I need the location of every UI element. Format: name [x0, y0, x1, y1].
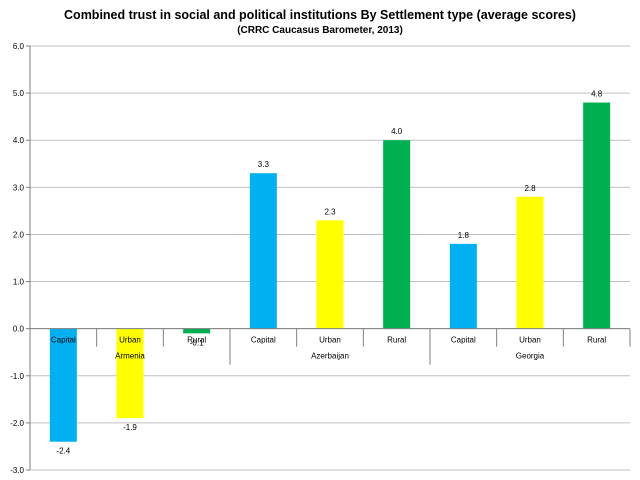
data-label: 4.0: [391, 127, 403, 136]
category-label: Capital: [451, 336, 476, 345]
bar: [249, 173, 277, 329]
category-label: Urban: [119, 336, 141, 345]
y-tick-label: -1.0: [10, 372, 24, 381]
data-label: -1.9: [123, 423, 137, 432]
group-label: Armenia: [115, 352, 145, 361]
category-label: Capital: [51, 336, 76, 345]
category-label: Urban: [519, 336, 541, 345]
category-label: Capital: [251, 336, 276, 345]
bars: [49, 102, 611, 442]
bar: [49, 328, 77, 442]
data-label: 2.8: [524, 184, 536, 193]
category-label: Rural: [587, 336, 606, 345]
y-tick-label: 2.0: [13, 230, 25, 239]
chart-subtitle: (CRRC Caucasus Barometer, 2013): [237, 25, 403, 36]
y-tick-label: 4.0: [13, 136, 25, 145]
data-label: 3.3: [258, 160, 270, 169]
labels: 6.0 5.0 4.0 3.0 2.0 1.0 0.0 -1.0 -2.0 -3.0 -2.4 Cap…: [10, 42, 606, 475]
data-label: -2.4: [56, 447, 70, 456]
y-tick-label: -2.0: [10, 419, 24, 428]
category-label: Rural: [187, 336, 206, 345]
bar: [183, 328, 211, 334]
y-tick-label: -3.0: [10, 466, 24, 475]
y-tick-label: 0.0: [13, 325, 25, 334]
bar: [316, 220, 344, 329]
y-tick-label: 3.0: [13, 183, 25, 192]
data-label: 1.8: [458, 231, 470, 240]
y-tick-label: 6.0: [13, 42, 25, 51]
bar: [449, 243, 477, 329]
data-label: -0.1: [190, 338, 204, 347]
bar: [583, 102, 611, 329]
y-tick-label: 1.0: [13, 278, 25, 287]
bar: [516, 196, 544, 329]
category-label: Urban: [319, 336, 341, 345]
chart-title: Combined trust in social and political i…: [64, 8, 576, 22]
group-label: Georgia: [516, 352, 545, 361]
bar: [383, 140, 411, 329]
group-label: Azerbaijan: [311, 352, 349, 361]
category-label: Rural: [387, 336, 406, 345]
axes: [26, 45, 631, 471]
bar: [116, 328, 144, 419]
data-label: 4.8: [591, 90, 603, 99]
data-label: 2.3: [324, 207, 336, 216]
y-tick-label: 5.0: [13, 89, 25, 98]
